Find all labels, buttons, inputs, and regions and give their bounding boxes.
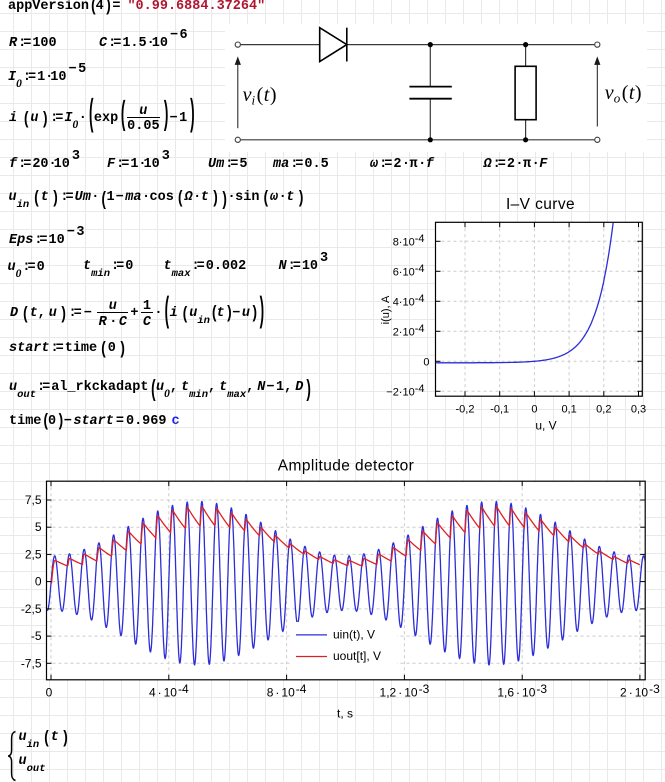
svg-text:vo(t): vo(t) [605,82,642,106]
svg-text:6·10-4: 6·10-4 [393,263,425,279]
svg-text:u, V: u, V [535,419,556,433]
svg-text:2,5: 2,5 [25,547,42,561]
svg-text:0,1: 0,1 [561,404,576,416]
svg-text:-7,5: -7,5 [21,656,42,670]
svg-text:7,5: 7,5 [25,493,42,507]
svg-text:-0,2: -0,2 [456,404,475,416]
svg-text:0,3: 0,3 [631,404,646,416]
svg-text:0,2: 0,2 [596,404,611,416]
svg-text:-2,5: -2,5 [21,602,42,616]
svg-text:0: 0 [531,404,537,416]
svg-text:8·10-4: 8·10-4 [267,682,307,700]
svg-text:t, s: t, s [337,707,353,721]
svg-text:4·10-4: 4·10-4 [393,293,425,309]
svg-text:uin(t), V: uin(t), V [333,628,375,642]
svg-text:vi(t): vi(t) [243,84,277,108]
svg-text:−2·10-4: −2·10-4 [386,383,424,399]
svg-text:-5: -5 [31,629,42,643]
svg-text:2·10-4: 2·10-4 [393,323,425,339]
svg-text:5: 5 [35,520,42,534]
svg-text:1,2·10-3: 1,2 · 10-3 [380,682,430,700]
svg-text:I–V curve: I–V curve [506,196,575,213]
svg-text:uout[t], V: uout[t], V [333,649,381,663]
svg-text:-0,1: -0,1 [490,404,509,416]
svg-text:1,6·10-3: 1,6 · 10-3 [497,682,547,700]
svg-text:2·10-3: 2 · 10-3 [620,682,660,700]
svg-text:0: 0 [423,356,429,368]
svg-text:8·10-4: 8·10-4 [393,233,425,249]
svg-text:4·10-4: 4·10-4 [149,682,189,700]
svg-text:0: 0 [46,686,53,700]
svg-text:0: 0 [35,575,42,589]
svg-text:i(u), A: i(u), A [380,295,392,324]
svg-text:Amplitude detector: Amplitude detector [278,457,414,474]
